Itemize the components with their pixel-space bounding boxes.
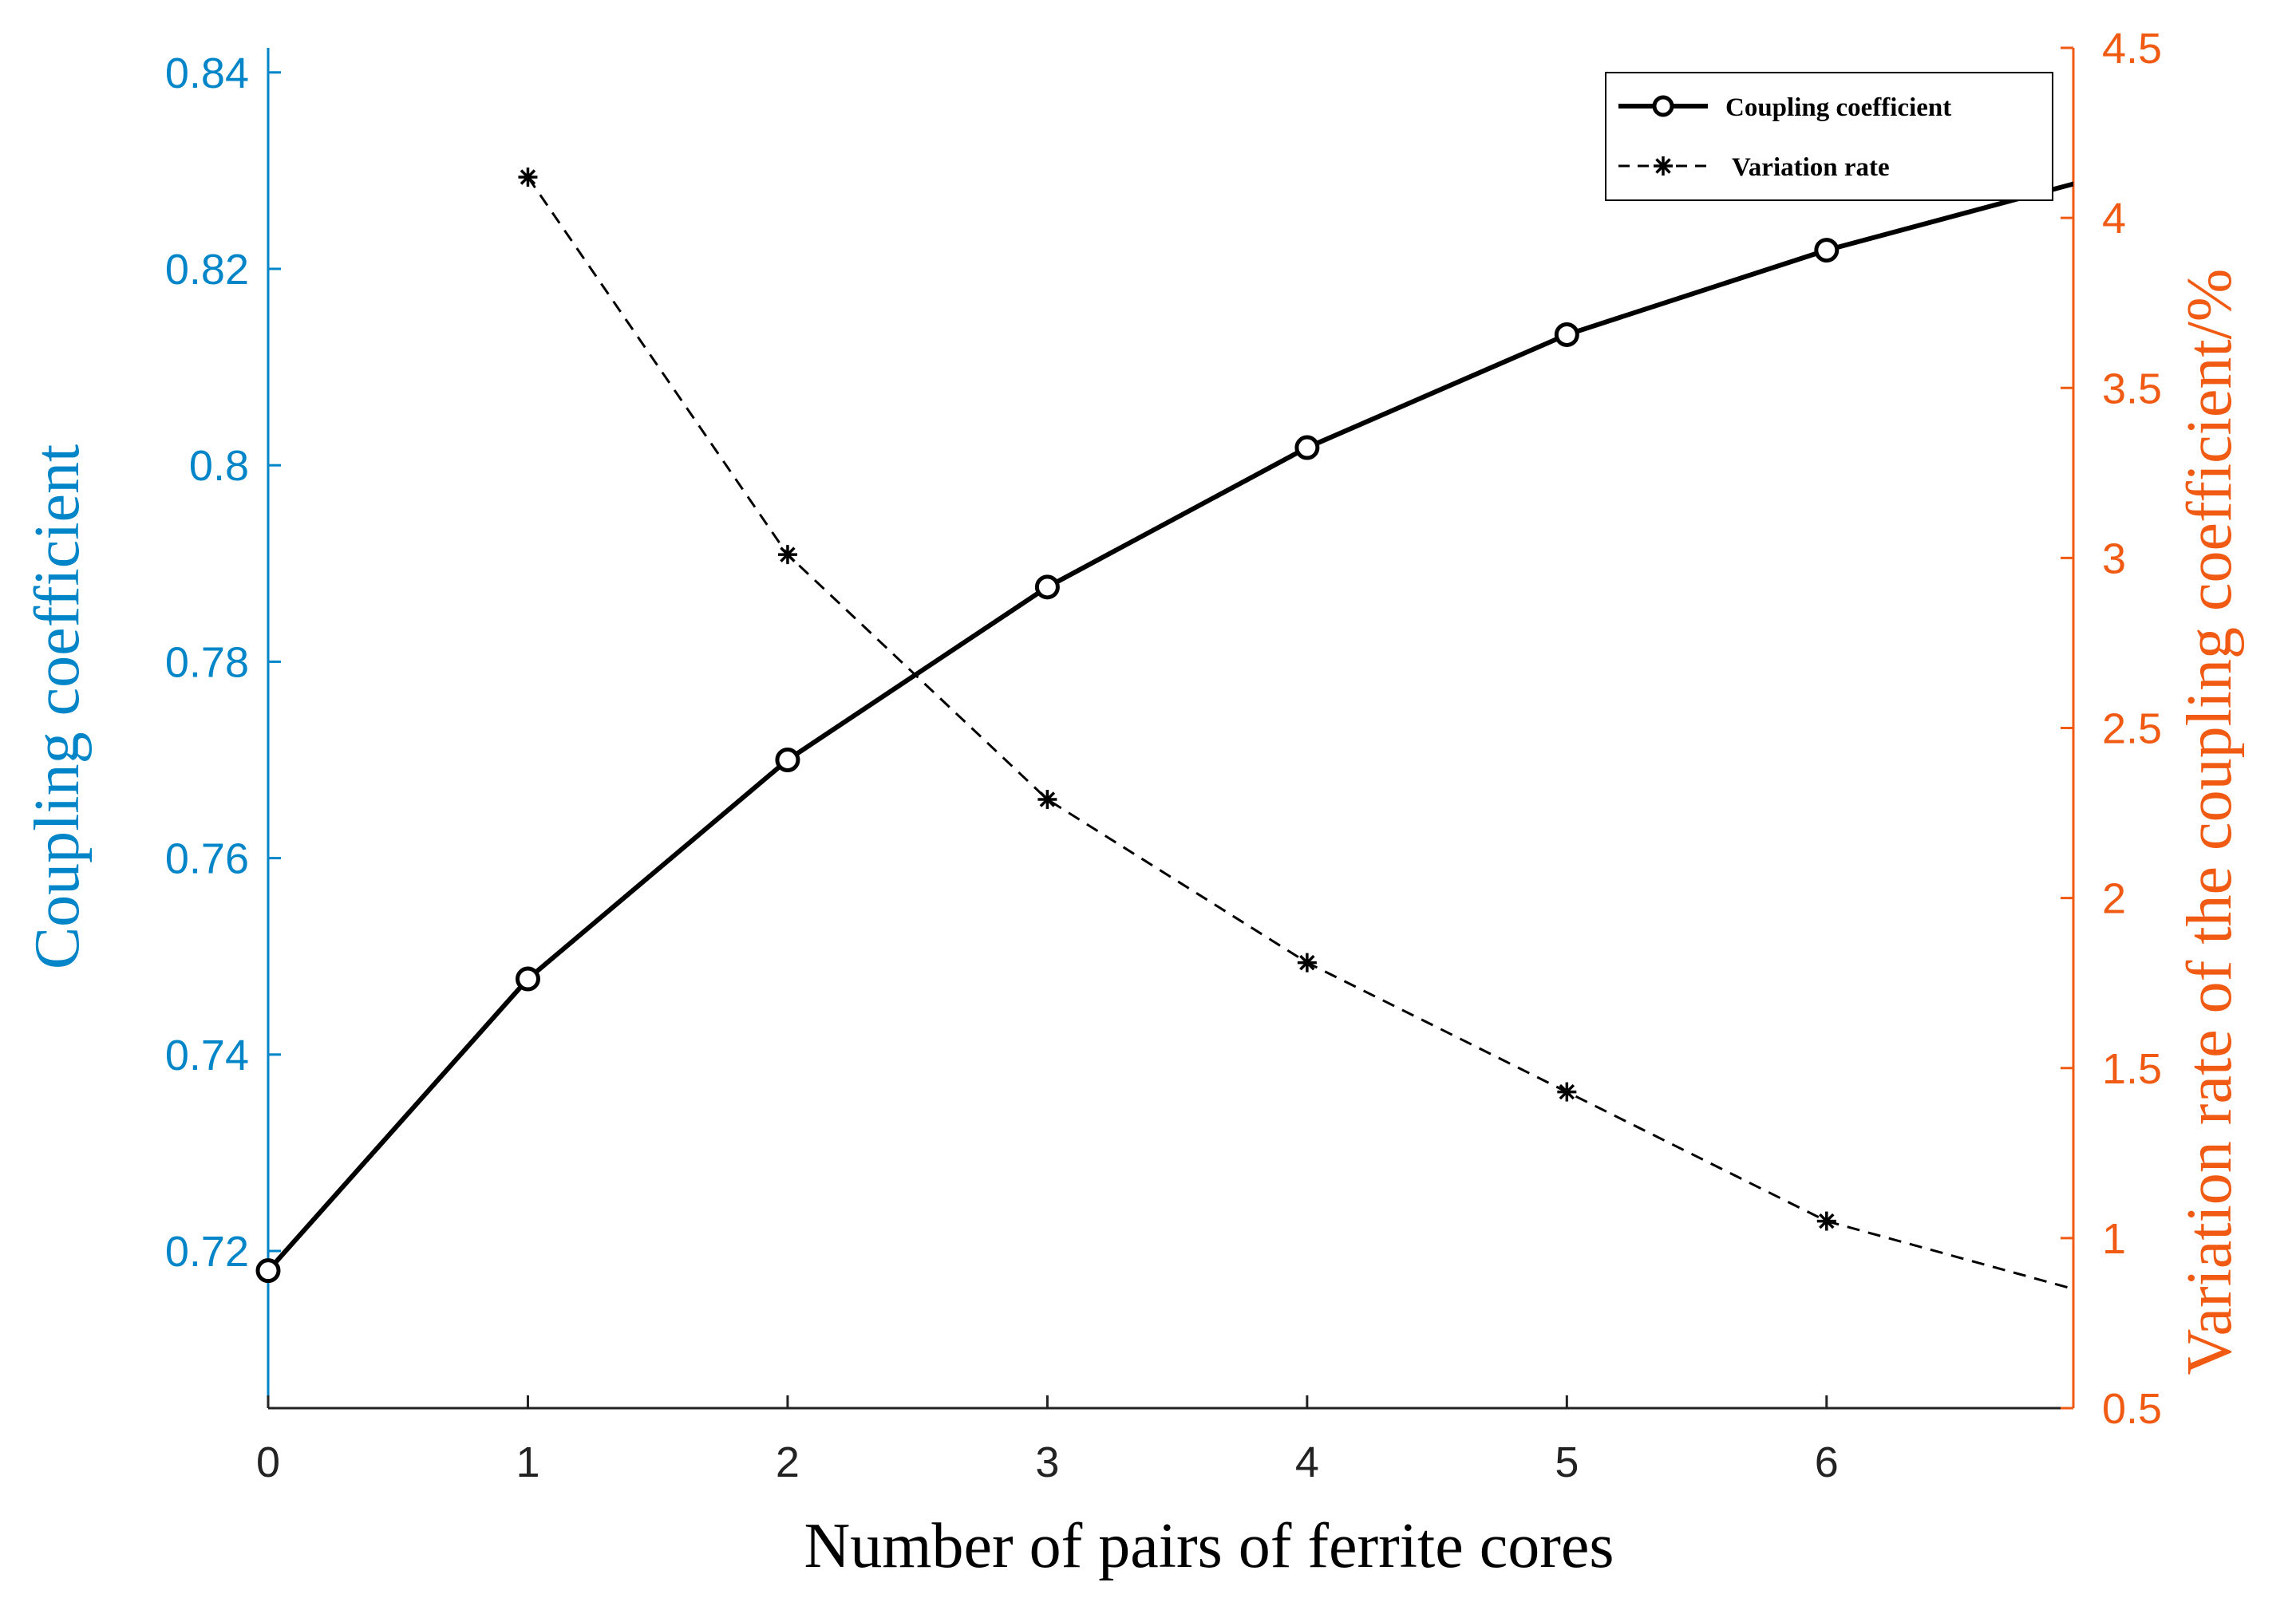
right-y-axis: 0.5 1 1.5 2 2.5 3 3.5 4 4.5 — [2061, 25, 2162, 1433]
left-tick-label: 0.8 — [189, 442, 249, 490]
data-point-coupling — [255, 1258, 281, 1284]
legend-asterisk-glyph — [1654, 156, 1673, 176]
asterisk-stroke — [520, 169, 536, 185]
x-tick-label: 4 — [1295, 1438, 1319, 1486]
data-point-variation — [518, 167, 538, 187]
series-layer — [255, 167, 2073, 1291]
right-tick-label: 2 — [2102, 875, 2126, 923]
right-y-axis-title: Variation rate of the coupling coefficie… — [2175, 269, 2245, 1375]
x-tick-label: 3 — [1035, 1438, 1059, 1486]
right-tick-label: 3.5 — [2102, 365, 2162, 412]
right-tick-label: 4.5 — [2102, 25, 2162, 73]
left-tick-label: 0.74 — [165, 1032, 249, 1079]
right-tick-label: 4 — [2102, 195, 2126, 243]
right-tick-label: 2.5 — [2102, 705, 2162, 753]
x-axis-title: Number of pairs of ferrite cores — [804, 1511, 1614, 1581]
left-y-axis: 0.72 0.74 0.76 0.78 0.8 0.82 0.84 — [165, 49, 281, 1276]
data-point-coupling — [1814, 238, 1840, 263]
left-tick-label: 0.72 — [165, 1228, 249, 1276]
left-y-axis-title: Coupling coefficient — [22, 444, 93, 969]
data-point-variation — [777, 545, 797, 565]
asterisk-stroke — [1039, 791, 1056, 807]
data-point-coupling — [1034, 574, 1060, 600]
series-line-coupling — [266, 181, 2073, 1273]
legend-marker-asterisk — [1654, 156, 1673, 176]
data-point-coupling — [515, 966, 540, 992]
asterisk-stroke — [1299, 954, 1315, 971]
data-point-coupling — [1554, 322, 1579, 347]
x-tick-label: 0 — [256, 1438, 280, 1486]
asterisk-stroke — [780, 546, 796, 562]
x-tick-label: 1 — [516, 1438, 539, 1486]
x-tick-label: 2 — [776, 1438, 800, 1486]
right-tick-label: 3 — [2102, 535, 2126, 582]
x-axis: 0 1 2 3 4 5 6 — [256, 1395, 1839, 1486]
left-tick-label: 0.78 — [165, 638, 249, 686]
x-tick-label: 5 — [1555, 1438, 1579, 1486]
legend: Coupling coefficient Variation rate — [1605, 72, 2053, 201]
x-tick-label: 6 — [1815, 1438, 1839, 1486]
asterisk-stroke — [1559, 1083, 1575, 1100]
data-point-coupling — [775, 748, 800, 773]
data-point-variation — [1557, 1082, 1577, 1102]
data-point-variation — [1816, 1211, 1836, 1231]
left-tick-label: 0.84 — [165, 49, 249, 97]
asterisk-stroke — [1655, 158, 1671, 174]
left-tick-label: 0.76 — [165, 835, 249, 883]
right-tick-label: 0.5 — [2102, 1385, 2162, 1433]
asterisk-stroke — [1819, 1213, 1835, 1229]
legend-marker-circle — [1652, 95, 1674, 117]
data-point-variation — [1297, 953, 1317, 973]
data-point-coupling — [1294, 435, 1320, 460]
legend-box — [1605, 72, 2053, 201]
legend-label-coupling: Coupling coefficient — [1725, 93, 1951, 122]
legend-label-variation: Variation rate — [1732, 153, 1890, 182]
data-point-variation — [1037, 790, 1057, 810]
right-tick-label: 1 — [2102, 1215, 2126, 1263]
left-tick-label: 0.82 — [165, 246, 249, 294]
right-tick-label: 1.5 — [2102, 1045, 2162, 1093]
